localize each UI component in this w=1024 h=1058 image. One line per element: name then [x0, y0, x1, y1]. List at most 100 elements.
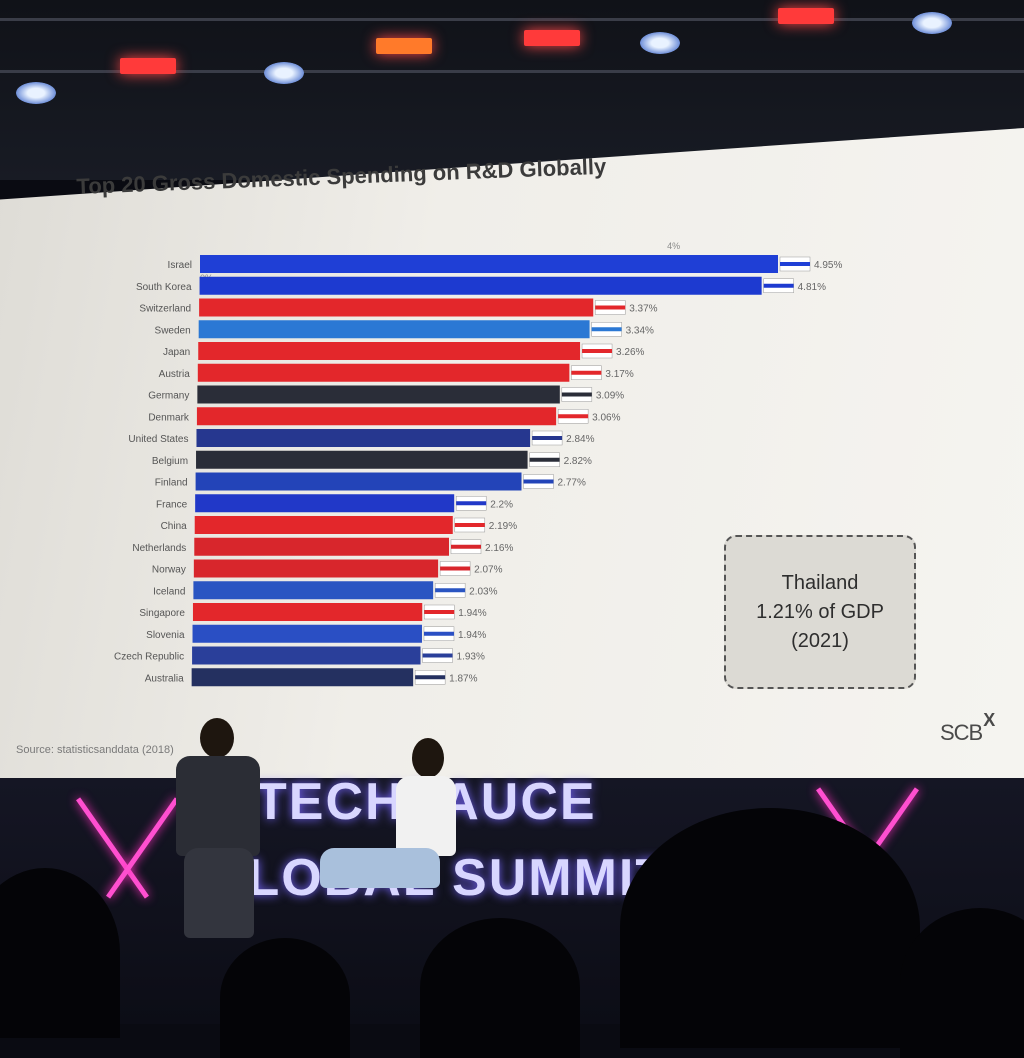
bar-sweden — [198, 320, 590, 339]
iceland-flag-stripe — [435, 588, 466, 593]
austria-flag-stripe — [571, 370, 602, 375]
stage-light — [524, 30, 580, 46]
category-label: Netherlands — [132, 543, 186, 554]
data-label: 2.77% — [558, 478, 586, 489]
data-label: 3.26% — [616, 347, 644, 358]
bar-czech-republic — [192, 646, 421, 665]
south-korea-flag-stripe — [763, 283, 794, 288]
slovenia-flag-stripe — [423, 631, 454, 636]
germany-flag-stripe — [561, 392, 592, 397]
scbx-logo: SCBX — [940, 710, 995, 746]
data-label: 1.93% — [457, 652, 485, 663]
category-label: Czech Republic — [114, 652, 184, 663]
category-label: France — [156, 499, 188, 510]
speaker-head — [412, 738, 444, 778]
stage-light — [640, 32, 680, 54]
france-flag-stripe — [456, 501, 487, 506]
speaker-suit — [176, 756, 260, 856]
category-label: Israel — [168, 260, 192, 271]
data-label: 1.87% — [449, 673, 477, 684]
callout-country: Thailand — [781, 571, 859, 594]
audience-head — [620, 808, 920, 1048]
ceiling-rig — [0, 0, 1024, 180]
stage-light — [264, 62, 304, 84]
united-states-flag-stripe — [532, 436, 563, 440]
category-label: Norway — [152, 565, 186, 576]
stage: TECHSAUCE GLOBAL SUMMIT — [0, 718, 1024, 1058]
data-label: 2.82% — [564, 456, 592, 467]
singapore-flag-stripe — [424, 610, 455, 614]
bar-netherlands — [194, 537, 449, 556]
category-label: Australia — [145, 673, 184, 684]
bar-norway — [193, 559, 439, 578]
speaker-blouse — [396, 776, 456, 856]
bar-denmark — [196, 407, 557, 426]
japan-flag-stripe — [582, 349, 613, 353]
australia-flag-stripe — [415, 675, 446, 680]
category-label: Austria — [159, 369, 191, 380]
stage-light — [120, 58, 176, 74]
denmark-flag-stripe — [558, 414, 589, 419]
category-label: Sweden — [155, 325, 191, 336]
data-label: 3.37% — [629, 304, 657, 315]
finland-flag-stripe — [523, 479, 554, 484]
bar-south-korea — [199, 276, 762, 295]
stage-light — [912, 12, 952, 34]
category-label: Japan — [163, 347, 190, 358]
callout-value: 1.21% of GDP — [756, 600, 884, 623]
belgium-flag-stripe — [529, 457, 560, 462]
data-label: 2.16% — [485, 543, 513, 554]
ceiling-truss — [0, 18, 1024, 21]
data-label: 4.95% — [814, 260, 842, 271]
category-label: Iceland — [153, 586, 185, 597]
bar-switzerland — [199, 298, 594, 317]
source-note: Source: statisticsanddata (2018) — [16, 744, 174, 756]
speaker-right — [300, 738, 470, 948]
bar-iceland — [193, 581, 434, 600]
bar-slovenia — [192, 624, 422, 643]
bar-australia — [191, 668, 414, 687]
brand-mark: X — [983, 710, 995, 730]
category-label: Switzerland — [139, 304, 191, 315]
x-tick-label: 4% — [667, 241, 680, 251]
category-label: Germany — [148, 391, 189, 402]
category-label: South Korea — [136, 282, 192, 293]
bar-united-states — [196, 429, 531, 447]
data-label: 3.06% — [592, 412, 620, 423]
audience-head — [420, 918, 580, 1058]
data-label: 3.17% — [605, 369, 633, 380]
netherlands-flag-stripe — [450, 544, 481, 549]
stage-light — [376, 38, 432, 54]
data-label: 2.2% — [490, 499, 513, 510]
data-label: 2.03% — [469, 586, 497, 597]
data-label: 2.84% — [566, 434, 594, 445]
bar-germany — [197, 385, 560, 404]
switzerland-flag-stripe — [595, 305, 626, 310]
callout-year: (2021) — [791, 629, 849, 652]
category-label: China — [161, 521, 188, 532]
bars: 4.95% Israel 4.81% South Korea 3.37% Switzerl… — [114, 255, 842, 687]
category-label: Belgium — [152, 456, 188, 467]
data-label: 2.19% — [489, 521, 517, 532]
bar-israel — [200, 255, 778, 273]
speaker-legs — [320, 848, 440, 888]
stage-light — [778, 8, 834, 24]
bar-belgium — [196, 450, 528, 469]
thailand-callout: Thailand 1.21% of GDP (2021) — [724, 535, 916, 689]
speaker-left — [150, 718, 270, 948]
ceiling-truss — [0, 70, 1024, 73]
data-label: 3.34% — [626, 325, 654, 336]
stage-light — [16, 82, 56, 104]
bar-france — [195, 494, 455, 513]
bar-china — [194, 516, 453, 534]
data-label: 1.94% — [458, 630, 486, 641]
china-flag-stripe — [454, 523, 485, 527]
data-label: 3.09% — [596, 391, 624, 402]
brand-name: SCB — [940, 720, 983, 745]
norway-flag-stripe — [440, 566, 471, 571]
data-label: 2.07% — [474, 565, 502, 576]
audience-head — [220, 938, 350, 1058]
sweden-flag-stripe — [591, 327, 622, 332]
